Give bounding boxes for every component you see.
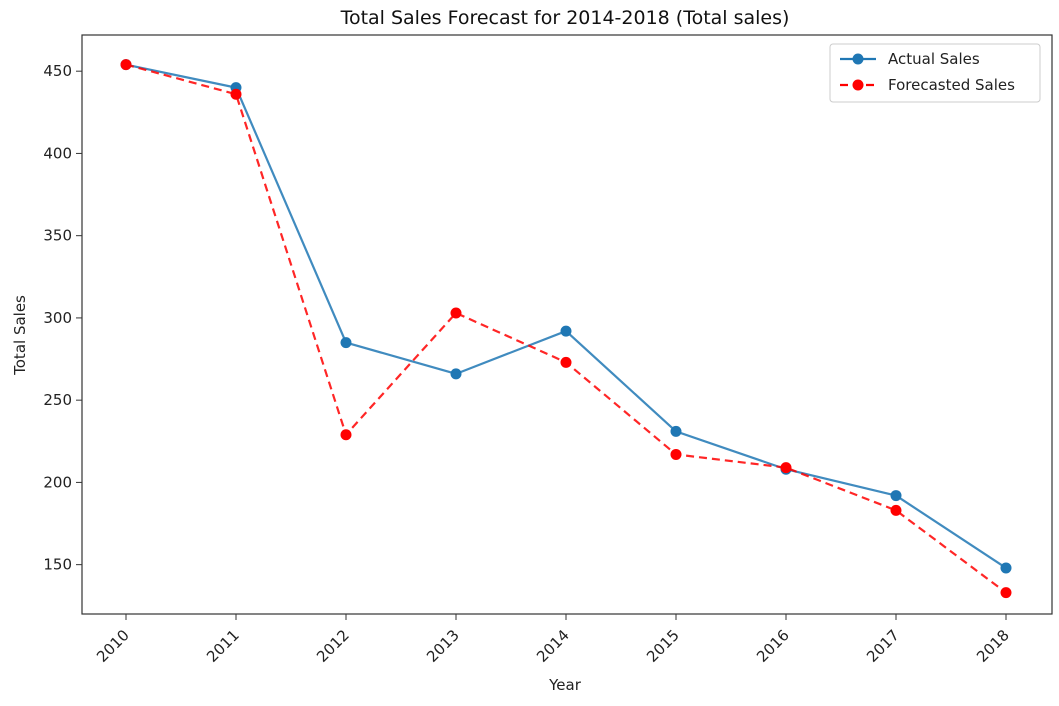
- series-1: [120, 59, 1012, 599]
- legend-box: [829, 43, 1041, 103]
- y-tick-label: 200: [43, 473, 72, 491]
- x-tick-label: 2013: [423, 626, 463, 666]
- series-layer: [120, 59, 1012, 599]
- plot-area-frame: [81, 34, 1053, 615]
- data-point: [1000, 587, 1012, 599]
- data-point: [670, 448, 682, 460]
- data-point: [340, 429, 352, 441]
- data-point: [560, 325, 572, 337]
- x-tick-label: 2010: [93, 626, 133, 666]
- y-tick-label: 350: [43, 227, 72, 245]
- x-axis-label: Year: [548, 676, 582, 694]
- y-axis: 150 200 250 300 350 400 450: [43, 62, 82, 574]
- x-tick-label: 2014: [533, 626, 573, 666]
- series-0: [120, 59, 1012, 574]
- data-point: [1000, 562, 1012, 574]
- y-tick-label: 250: [43, 391, 72, 409]
- y-tick-label: 300: [43, 309, 72, 327]
- y-tick-label: 450: [43, 62, 72, 80]
- x-tick-label: 2015: [643, 626, 683, 666]
- legend-swatch-marker: [852, 53, 864, 65]
- data-point: [340, 337, 352, 349]
- x-axis: 2010 2011 2012 2013 2014 2015 2016 2017 2018: [93, 614, 1013, 666]
- data-point: [450, 368, 462, 380]
- legend-label: Forecasted Sales: [888, 76, 1015, 94]
- data-point: [890, 490, 902, 502]
- data-point: [890, 504, 902, 516]
- series-line: [125, 63, 1007, 569]
- data-point: [670, 425, 682, 437]
- data-point: [450, 307, 462, 319]
- data-point: [120, 59, 132, 71]
- y-axis-label: Total Sales: [11, 295, 29, 376]
- x-tick-label: 2017: [863, 626, 903, 666]
- legend-label: Actual Sales: [888, 50, 980, 68]
- x-tick-label: 2011: [203, 626, 243, 666]
- data-point: [560, 356, 572, 368]
- y-tick-label: 400: [43, 144, 72, 162]
- chart-title: Total Sales Forecast for 2014-2018 (Tota…: [340, 7, 790, 29]
- x-tick-label: 2016: [753, 626, 793, 666]
- x-tick-label: 2012: [313, 626, 353, 666]
- data-point: [780, 462, 792, 474]
- y-tick-label: 150: [43, 556, 72, 574]
- legend: Actual Sales Forecasted Sales: [829, 43, 1041, 103]
- x-tick-label: 2018: [973, 626, 1013, 666]
- data-point: [230, 88, 242, 100]
- legend-swatch-marker: [852, 79, 864, 91]
